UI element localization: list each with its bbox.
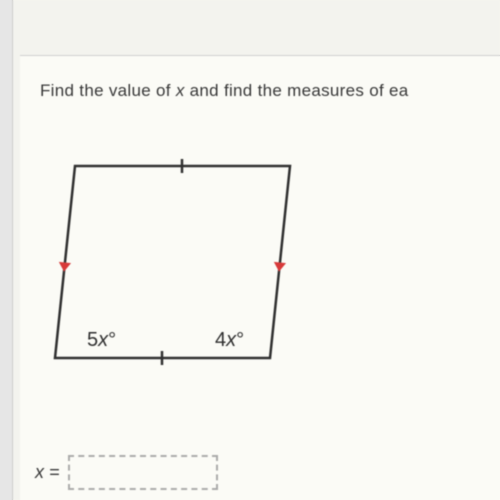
- content-area: Find the value of x and find the measure…: [20, 55, 500, 500]
- answer-label: x =: [35, 462, 60, 483]
- question-suffix: and find the measures of ea: [185, 81, 409, 100]
- question-variable: x: [176, 81, 185, 100]
- tick-marks: [162, 159, 182, 365]
- svg-text:5x°: 5x°: [87, 329, 116, 351]
- parallelogram-diagram: 5x° 4x°: [45, 156, 325, 396]
- parallel-arrows: [59, 262, 286, 272]
- angle-labels: 5x° 4x°: [87, 329, 244, 351]
- question-prefix: Find the value of: [40, 81, 176, 100]
- diagram-svg: 5x° 4x°: [45, 156, 325, 396]
- answer-input-box[interactable]: [68, 455, 218, 490]
- question-text: Find the value of x and find the measure…: [40, 81, 480, 101]
- answer-row: x =: [35, 455, 218, 490]
- svg-text:4x°: 4x°: [215, 329, 244, 351]
